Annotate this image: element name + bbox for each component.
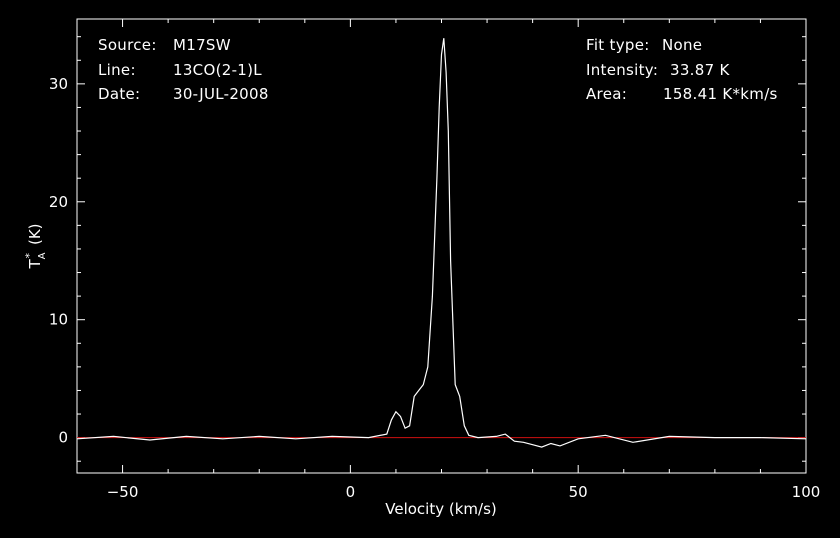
fit-type-label: Fit type:: [586, 36, 650, 54]
intensity-value: 33.87 K: [670, 61, 730, 79]
y-label-sup: *: [23, 253, 36, 259]
line-value: 13CO(2-1)L: [173, 61, 262, 79]
date-value: 30-JUL-2008: [173, 85, 269, 103]
x-axis-label: Velocity (km/s): [385, 500, 496, 518]
y-tick-label: 20: [49, 193, 68, 211]
x-tick-label: 100: [792, 483, 821, 501]
y-label-sub: A: [37, 252, 48, 259]
x-tick-label: 50: [569, 483, 588, 501]
y-axis-label: TA* (K): [23, 223, 48, 269]
line-label: Line:: [98, 61, 136, 79]
x-tick-label: 0: [346, 483, 356, 501]
source-value: M17SW: [173, 36, 231, 54]
y-tick-label: 30: [49, 75, 68, 93]
date-label: Date:: [98, 85, 141, 103]
area-value: 158.41 K*km/s: [663, 85, 778, 103]
y-tick-label: 10: [49, 311, 68, 329]
area-label: Area:: [586, 85, 628, 103]
intensity-label: Intensity:: [586, 61, 659, 79]
tick-labels: −50 0 50 100 0 10 20 30: [49, 75, 820, 501]
fit-type-value: None: [662, 36, 703, 54]
svg-text:TA*(K): TA* (K): [23, 223, 48, 269]
spectrum-line: [76, 38, 807, 448]
y-label-unit: (K): [26, 223, 44, 245]
x-tick-label: −50: [107, 483, 139, 501]
axis-ticks: [76, 19, 807, 473]
y-label-main: T: [26, 259, 44, 270]
y-tick-label: 0: [58, 429, 68, 447]
source-label: Source:: [98, 36, 157, 54]
